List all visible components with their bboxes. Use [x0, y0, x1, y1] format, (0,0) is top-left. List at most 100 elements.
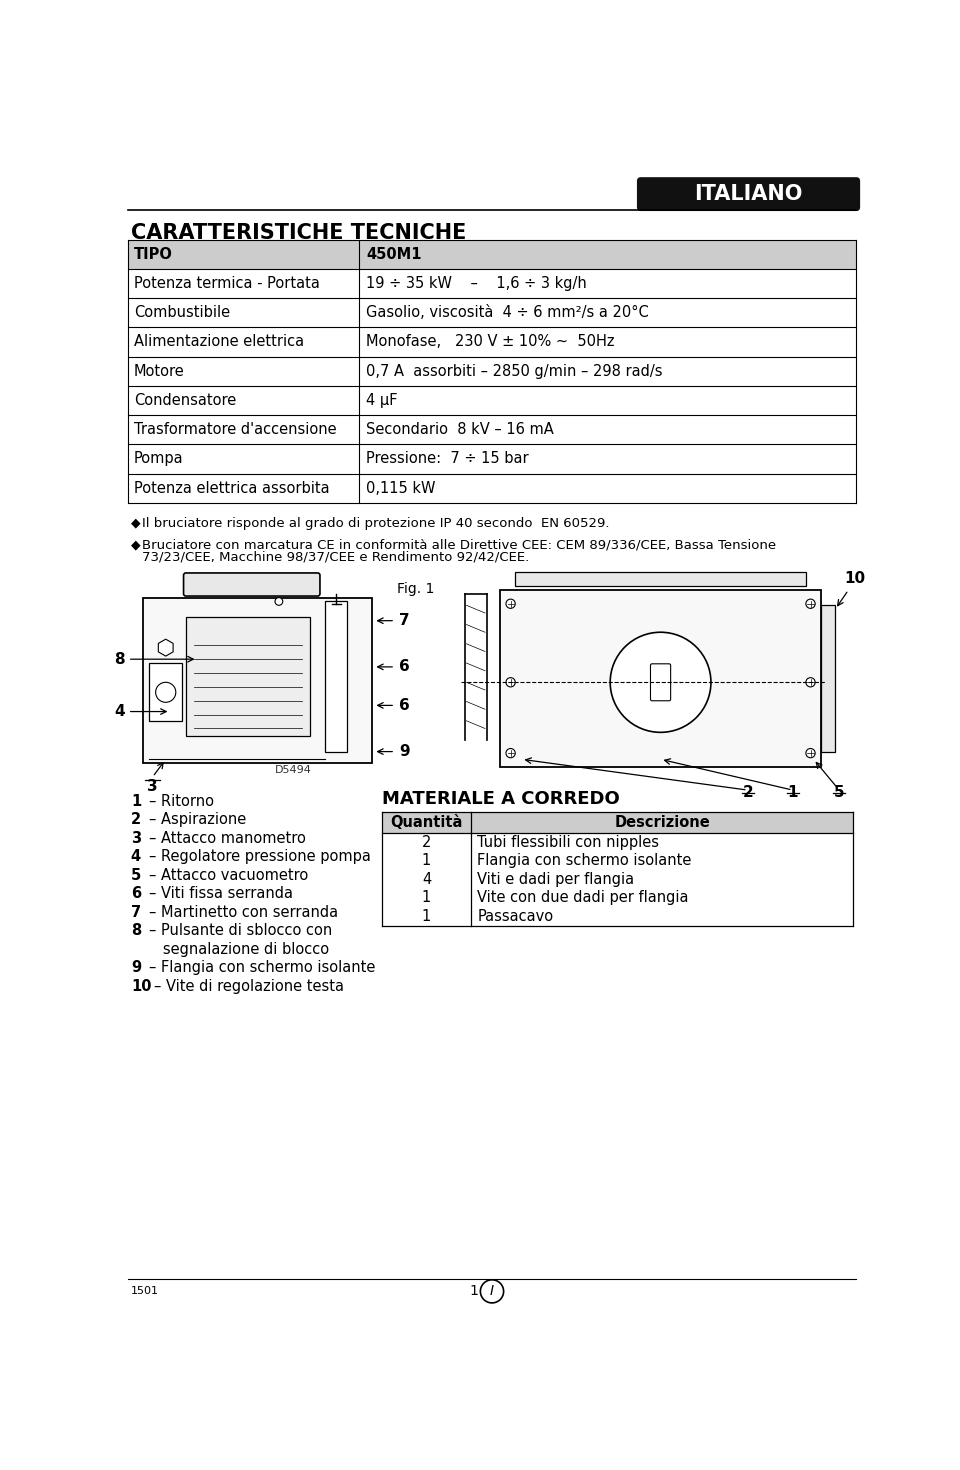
Text: – Aspirazione: – Aspirazione — [150, 813, 247, 828]
Text: 5: 5 — [834, 785, 845, 801]
Text: Pompa: Pompa — [134, 451, 183, 466]
Text: Tubi flessibili con nipples: Tubi flessibili con nipples — [477, 835, 660, 850]
Text: 10: 10 — [845, 570, 866, 587]
Text: 0,7 A  assorbiti – 2850 g/min – 298 rad/s: 0,7 A assorbiti – 2850 g/min – 298 rad/s — [367, 363, 663, 379]
Text: 9: 9 — [399, 744, 410, 759]
Text: Viti e dadi per flangia: Viti e dadi per flangia — [477, 872, 635, 886]
Text: Secondario  8 kV – 16 mA: Secondario 8 kV – 16 mA — [367, 422, 554, 437]
Text: 1: 1 — [421, 854, 431, 869]
Text: Gasolio, viscosità  4 ÷ 6 mm²/s a 20°C: Gasolio, viscosità 4 ÷ 6 mm²/s a 20°C — [367, 306, 649, 320]
Text: 2: 2 — [421, 835, 431, 850]
Circle shape — [506, 678, 516, 686]
Text: ITALIANO: ITALIANO — [694, 184, 803, 204]
Text: 2: 2 — [742, 785, 754, 801]
Bar — [128, 298, 856, 328]
Text: 450M1: 450M1 — [367, 247, 422, 262]
Text: 1: 1 — [131, 794, 141, 809]
Text: 1501: 1501 — [131, 1286, 158, 1297]
Circle shape — [480, 1280, 504, 1302]
FancyBboxPatch shape — [636, 178, 860, 212]
Text: Condensatore: Condensatore — [134, 392, 236, 409]
Text: Potenza elettrica assorbita: Potenza elettrica assorbita — [134, 481, 329, 495]
Text: – Martinetto con serranda: – Martinetto con serranda — [150, 906, 339, 920]
Text: Motore: Motore — [134, 363, 184, 379]
Circle shape — [805, 600, 815, 609]
Text: ◆: ◆ — [131, 538, 140, 551]
FancyBboxPatch shape — [183, 573, 320, 595]
Text: MATERIALE A CORREDO: MATERIALE A CORREDO — [382, 789, 620, 809]
Text: CARATTERISTICHE TECNICHE: CARATTERISTICHE TECNICHE — [131, 222, 467, 243]
Bar — [150, 663, 182, 720]
Text: Bruciatore con marcatura CE in conformità alle Direttive CEE: CEM 89/336/CEE, Ba: Bruciatore con marcatura CE in conformit… — [142, 538, 776, 551]
Bar — [128, 240, 856, 503]
Bar — [128, 357, 856, 385]
Text: 73/23/CEE, Macchine 98/37/CEE e Rendimento 92/42/CEE.: 73/23/CEE, Macchine 98/37/CEE e Rendimen… — [142, 551, 529, 563]
Text: Passacavo: Passacavo — [477, 908, 553, 923]
Text: Pressione:  7 ÷ 15 bar: Pressione: 7 ÷ 15 bar — [367, 451, 529, 466]
Text: – Pulsante di sblocco con: – Pulsante di sblocco con — [150, 923, 333, 938]
Bar — [822, 606, 835, 751]
Bar — [325, 601, 348, 751]
Text: 19 ÷ 35 kW    –    1,6 ÷ 3 kg/h: 19 ÷ 35 kW – 1,6 ÷ 3 kg/h — [367, 276, 588, 291]
Bar — [128, 269, 856, 298]
Text: – Viti fissa serranda: – Viti fissa serranda — [150, 886, 294, 901]
Text: D5494: D5494 — [275, 766, 312, 776]
Text: 4 μF: 4 μF — [367, 392, 398, 409]
Text: 1: 1 — [421, 908, 431, 923]
Text: 7: 7 — [131, 906, 141, 920]
Bar — [128, 444, 856, 473]
Bar — [128, 328, 856, 357]
Text: 6: 6 — [131, 886, 141, 901]
Bar — [500, 589, 822, 767]
Text: segnalazione di blocco: segnalazione di blocco — [150, 942, 329, 957]
Text: TIPO: TIPO — [134, 247, 173, 262]
Bar — [128, 240, 856, 269]
Text: 2: 2 — [131, 813, 141, 828]
Text: Quantità: Quantità — [391, 814, 463, 831]
Text: – Ritorno: – Ritorno — [150, 794, 214, 809]
Bar — [382, 811, 853, 833]
Text: Fig. 1: Fig. 1 — [397, 582, 435, 597]
Text: Monofase,   230 V ± 10% ~  50Hz: Monofase, 230 V ± 10% ~ 50Hz — [367, 335, 615, 350]
Text: Potenza termica - Portata: Potenza termica - Portata — [134, 276, 320, 291]
Bar — [143, 598, 372, 763]
Text: 4: 4 — [421, 872, 431, 886]
Circle shape — [506, 600, 516, 609]
Text: – Attacco manometro: – Attacco manometro — [150, 831, 306, 845]
Text: – Regolatore pressione pompa: – Regolatore pressione pompa — [150, 850, 372, 864]
Text: Descrizione: Descrizione — [614, 814, 710, 831]
Circle shape — [506, 748, 516, 757]
Text: Il bruciatore risponde al grado di protezione IP 40 secondo  EN 60529.: Il bruciatore risponde al grado di prote… — [142, 517, 610, 529]
Bar — [516, 572, 805, 587]
Circle shape — [611, 632, 711, 732]
Text: 4: 4 — [114, 704, 125, 719]
Text: 7: 7 — [399, 613, 410, 628]
Text: 3: 3 — [147, 779, 157, 794]
Bar — [186, 617, 310, 736]
Text: 9: 9 — [131, 960, 141, 975]
Circle shape — [156, 682, 176, 703]
Text: 1: 1 — [469, 1285, 478, 1298]
Text: 4: 4 — [131, 850, 141, 864]
Text: 10: 10 — [131, 979, 152, 994]
Text: 6: 6 — [399, 698, 410, 713]
Text: – Flangia con schermo isolante: – Flangia con schermo isolante — [150, 960, 375, 975]
Bar — [128, 415, 856, 444]
Text: 0,115 kW: 0,115 kW — [367, 481, 436, 495]
Circle shape — [805, 748, 815, 757]
Text: 3: 3 — [131, 831, 141, 845]
Bar — [128, 385, 856, 415]
Text: – Vite di regolazione testa: – Vite di regolazione testa — [155, 979, 344, 994]
Text: 8: 8 — [131, 923, 141, 938]
Text: I: I — [490, 1285, 494, 1298]
FancyBboxPatch shape — [651, 664, 671, 701]
Text: ◆: ◆ — [131, 517, 140, 529]
Bar — [128, 473, 856, 503]
Text: Vite con due dadi per flangia: Vite con due dadi per flangia — [477, 891, 688, 906]
Text: Combustibile: Combustibile — [134, 306, 230, 320]
Text: Flangia con schermo isolante: Flangia con schermo isolante — [477, 854, 691, 869]
Text: 5: 5 — [131, 867, 141, 883]
Text: Trasformatore d'accensione: Trasformatore d'accensione — [134, 422, 337, 437]
Text: – Attacco vacuometro: – Attacco vacuometro — [150, 867, 309, 883]
Text: 1: 1 — [787, 785, 798, 801]
